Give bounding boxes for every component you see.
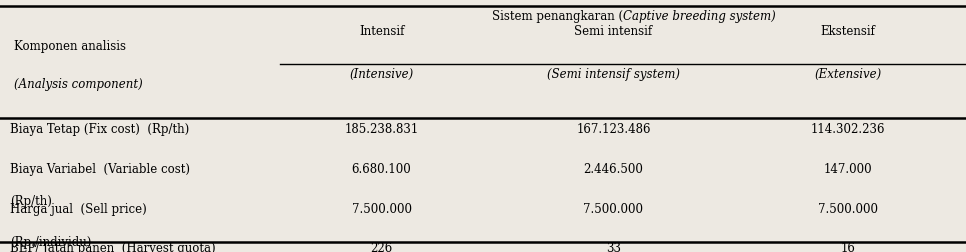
Text: Ekstensif: Ekstensif: [821, 25, 875, 38]
Text: 6.680.100: 6.680.100: [352, 163, 412, 176]
Text: 147.000: 147.000: [824, 163, 872, 176]
Text: Captive breeding system): Captive breeding system): [623, 10, 776, 23]
Text: 16: 16: [840, 242, 856, 252]
Text: BEP/ Jatah panen  (Harvest quota): BEP/ Jatah panen (Harvest quota): [10, 242, 215, 252]
Text: Semi intensif: Semi intensif: [575, 25, 652, 38]
Text: (Intensive): (Intensive): [350, 68, 413, 81]
Text: (Rp./individu): (Rp./individu): [10, 236, 91, 249]
Text: 7.500.000: 7.500.000: [583, 203, 643, 216]
Text: Komponen analisis: Komponen analisis: [14, 40, 127, 53]
Text: (Extensive): (Extensive): [814, 68, 882, 81]
Text: (Rp/th): (Rp/th): [10, 195, 51, 208]
Text: 226: 226: [370, 242, 393, 252]
Text: Sistem penangkaran (: Sistem penangkaran (: [492, 10, 623, 23]
Text: (Semi intensif system): (Semi intensif system): [547, 68, 680, 81]
Text: Intensif: Intensif: [359, 25, 404, 38]
Text: 7.500.000: 7.500.000: [352, 203, 412, 216]
Text: Biaya Tetap (Fix cost)  (Rp/th): Biaya Tetap (Fix cost) (Rp/th): [10, 123, 189, 137]
Text: 185.238.831: 185.238.831: [345, 123, 418, 137]
Text: 33: 33: [606, 242, 621, 252]
Text: Harga jual  (Sell price): Harga jual (Sell price): [10, 203, 147, 216]
Text: 114.302.236: 114.302.236: [810, 123, 886, 137]
Text: 167.123.486: 167.123.486: [576, 123, 651, 137]
Text: 7.500.000: 7.500.000: [818, 203, 878, 216]
Text: (Analysis component): (Analysis component): [14, 78, 143, 91]
Text: 2.446.500: 2.446.500: [583, 163, 643, 176]
Text: Biaya Variabel  (Variable cost): Biaya Variabel (Variable cost): [10, 163, 189, 176]
